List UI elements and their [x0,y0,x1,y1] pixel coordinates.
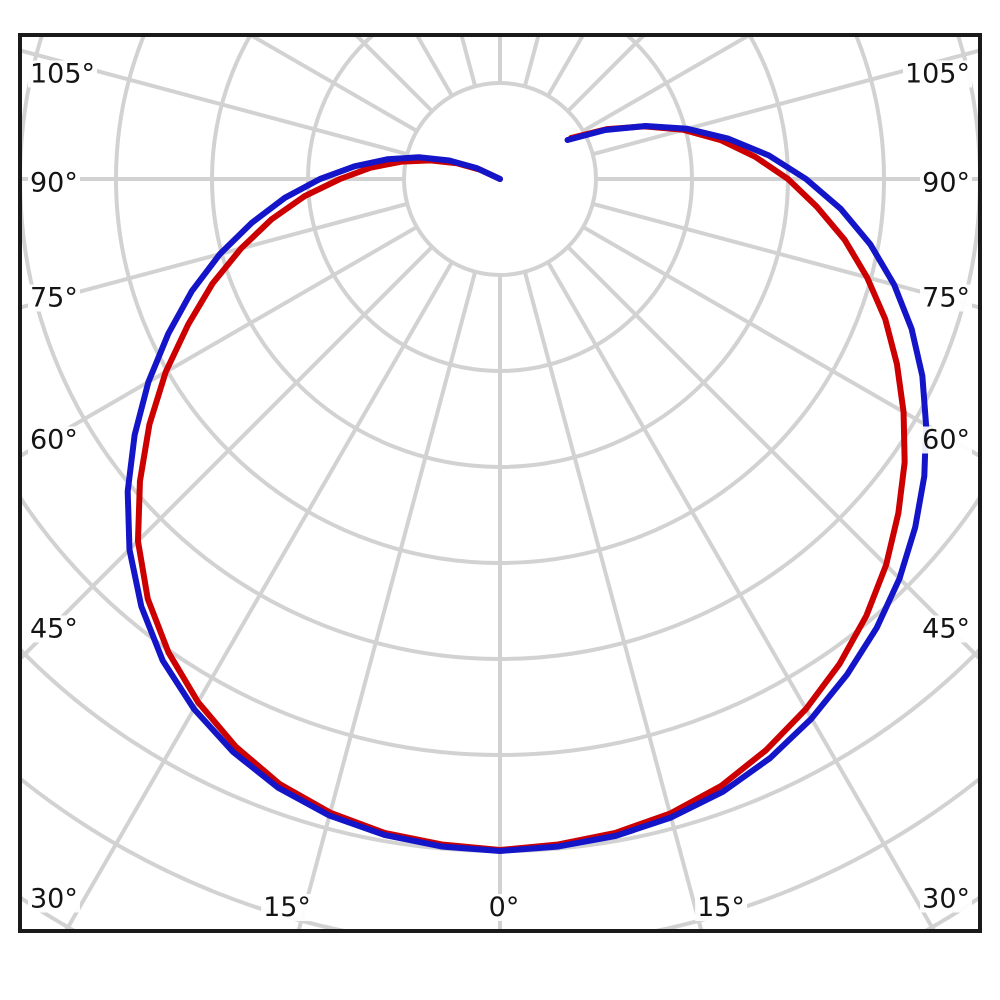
grid-spoke [22,48,408,157]
axis-label-left-45: 45° [28,613,80,645]
grid-spoke [22,201,408,310]
axis-label-right-60: 60° [920,424,972,456]
grid-spoke [296,271,478,929]
grid-ring [22,496,978,757]
axis-label-bottom-15-right: 15° [695,892,747,923]
grid-ring [402,81,598,277]
axis-label-left-30: 30° [28,883,80,915]
grid-spoke [522,271,704,929]
grid-spoke [459,37,478,87]
axis-label-right-90: 90° [920,167,972,199]
grid-spoke [22,245,434,660]
axis-label-right-45: 45° [920,613,972,645]
axis-label-bottom-0: 0° [486,892,522,923]
grid-spoke [582,225,978,458]
axis-label-right-105: 105° [902,58,972,90]
grid-spoke [592,48,978,157]
axis-label-left-105: 105° [28,58,98,90]
polar-plot-svg [22,37,978,929]
grid-ring [22,37,978,661]
polar-curves [124,122,930,854]
grid-spoke [566,245,978,660]
grid-spoke [522,37,541,87]
grid-ring [114,37,886,565]
axis-label-right-75: 75° [920,282,972,314]
polar-grid [22,37,978,929]
grid-spoke [64,261,454,929]
curve-series-1 [124,122,930,854]
grid-spoke [22,225,418,458]
grid-ring [306,37,694,373]
grid-spoke [592,201,978,310]
axis-label-right-30: 30° [920,883,972,915]
axis-label-left-90: 90° [28,167,80,199]
grid-spoke [546,261,936,929]
axis-label-left-60: 60° [28,424,80,456]
axis-label-bottom-15-left: 15° [261,892,313,923]
axis-label-left-75: 75° [28,282,80,314]
plot-frame: 105° 90° 75° 60° 45° 30° 105° 90° 75° 60… [18,33,982,933]
